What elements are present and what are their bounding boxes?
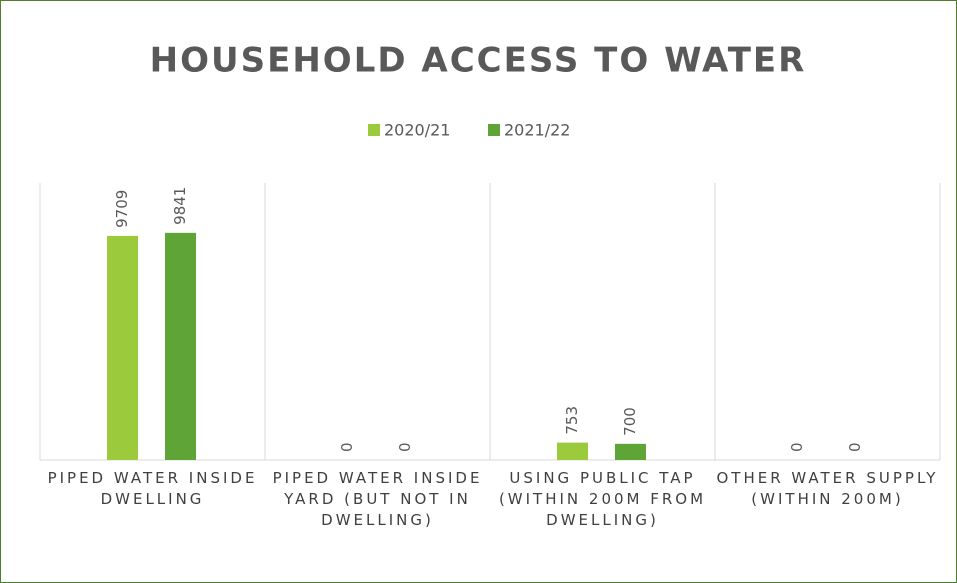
bar bbox=[107, 235, 138, 460]
data-label: 753 bbox=[563, 406, 581, 435]
data-label: 0 bbox=[396, 442, 414, 452]
legend-swatch bbox=[368, 124, 380, 136]
x-tick-label: USING PUBLIC TAP (WITHIN 200M FROM DWELL… bbox=[498, 469, 707, 529]
legend-label: 2021/22 bbox=[504, 121, 570, 140]
bar bbox=[165, 232, 196, 460]
data-label: 9841 bbox=[171, 187, 189, 225]
legend-label: 2020/21 bbox=[384, 121, 450, 140]
chart-title: HOUSEHOLD ACCESS TO WATER bbox=[150, 41, 807, 81]
legend-swatch bbox=[488, 124, 500, 136]
data-label: 9709 bbox=[113, 190, 131, 228]
bar bbox=[615, 443, 646, 460]
data-label: 0 bbox=[846, 442, 864, 452]
data-label: 0 bbox=[338, 442, 356, 452]
x-tick-label: PIPED WATER INSIDE DWELLING bbox=[47, 469, 258, 508]
bar bbox=[557, 442, 588, 460]
x-tick-label: PIPED WATER INSIDE YARD (BUT NOT IN DWEL… bbox=[272, 469, 483, 529]
data-label: 0 bbox=[788, 442, 806, 452]
data-label: 700 bbox=[621, 407, 639, 436]
x-tick-label: OTHER WATER SUPPLY (WITHIN 200M) bbox=[716, 469, 939, 508]
